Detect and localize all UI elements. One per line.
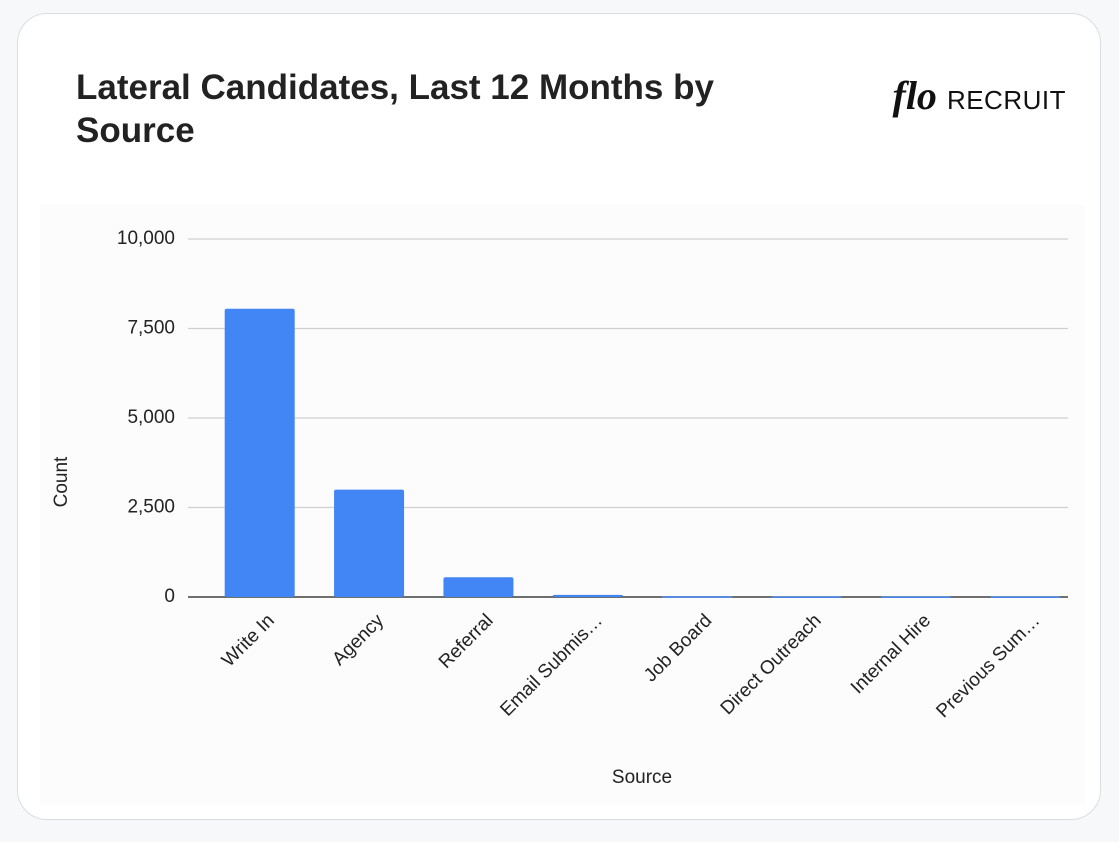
y-tick-label: 5,000 bbox=[127, 407, 175, 428]
brand-logo: flo RECRUIT bbox=[893, 72, 1067, 119]
bar bbox=[990, 596, 1061, 598]
bar bbox=[771, 596, 842, 598]
bar bbox=[443, 577, 514, 597]
bar bbox=[334, 489, 405, 597]
y-tick-label: 0 bbox=[164, 586, 175, 607]
bar bbox=[552, 594, 623, 597]
bar bbox=[880, 596, 951, 598]
y-tick-label: 10,000 bbox=[117, 228, 175, 249]
brand-name: RECRUIT bbox=[946, 85, 1066, 115]
y-tick-label: 2,500 bbox=[127, 497, 175, 518]
bar bbox=[224, 308, 295, 597]
chart-title: Lateral Candidates, Last 12 Months by So… bbox=[76, 68, 714, 150]
brand-mark: flo bbox=[892, 73, 937, 118]
y-axis-title: Count bbox=[51, 456, 72, 507]
y-tick-label: 7,500 bbox=[127, 318, 175, 339]
x-axis-title: Source bbox=[612, 767, 672, 788]
bar bbox=[662, 596, 733, 598]
plot-background bbox=[40, 205, 1085, 805]
